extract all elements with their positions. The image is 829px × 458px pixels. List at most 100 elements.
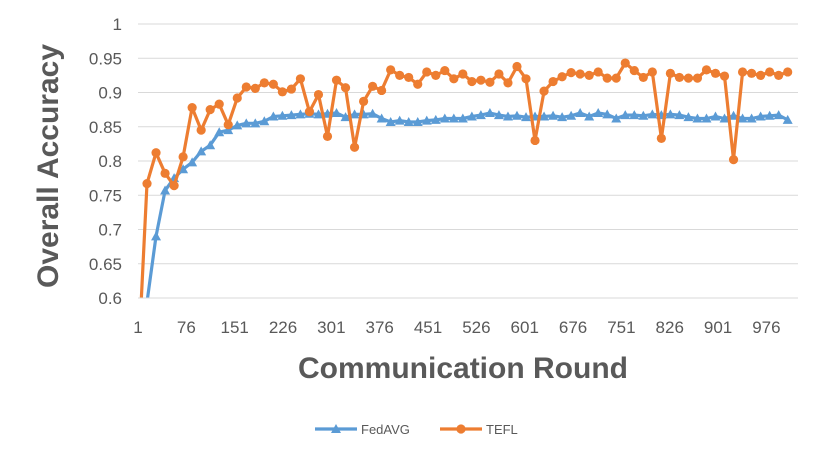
data-point [250,118,261,128]
y-tick-label: 0.9 [98,84,122,103]
data-point [377,85,387,96]
data-point [449,74,459,84]
data-point [403,116,414,126]
data-point [620,58,630,68]
data-point [493,110,504,120]
data-point [151,148,161,158]
data-point [160,185,171,195]
data-point [457,113,468,123]
data-point [268,79,278,89]
data-point [368,81,378,91]
legend-item-tefl: TEFL [440,422,518,437]
data-point [521,112,532,122]
data-point [458,69,468,79]
data-point [665,68,675,78]
data-point [728,155,739,165]
legend-marker [331,424,341,433]
data-point [683,112,694,122]
data-point [340,112,351,122]
y-tick-label: 0.65 [89,255,122,274]
x-tick-label: 601 [511,318,539,337]
data-point [665,109,676,119]
x-tick-label: 976 [752,318,780,337]
data-point [178,152,188,162]
y-tick-label: 0.95 [89,49,122,68]
data-point [719,71,730,81]
data-point [404,72,414,83]
data-point [557,112,568,122]
data-point [431,70,441,80]
data-point [187,157,198,167]
data-point [331,108,342,118]
data-point [205,140,216,150]
x-tick-labels: 1 76 151 226 301 376 451 526 601 676 751 826 901 976 [133,318,780,337]
data-point [638,110,649,120]
data-point [214,127,225,137]
data-point [160,168,170,178]
data-point [629,65,639,76]
data-point [151,231,162,241]
x-tick-label: 226 [269,318,297,337]
data-point [502,111,513,121]
data-point [205,105,215,115]
data-point [765,67,775,77]
data-point [539,111,550,121]
data-point [611,113,622,123]
data-point [133,362,142,371]
data-point [656,133,666,143]
data-point [475,110,486,120]
x-tick-label: 301 [317,318,345,337]
data-point [521,74,531,84]
legend-label: TEFL [486,422,518,437]
data-point [169,181,179,191]
data-point [548,110,559,120]
data-point [692,73,703,83]
data-point [232,120,243,130]
x-tick-label: 826 [656,318,684,337]
data-point [701,65,712,75]
data-point [241,82,251,92]
data-point [232,93,242,103]
y-tick-label: 0.8 [98,152,122,171]
data-point [539,86,549,96]
data-point [566,110,577,120]
data-point [593,67,603,77]
data-point [395,70,405,80]
data-point [530,135,540,146]
data-point [737,113,748,123]
data-point [674,72,685,83]
data-point [593,108,604,118]
data-point [394,115,405,125]
data-point [710,68,721,78]
data-point [367,108,378,118]
data-point [448,113,459,123]
data-point [494,69,504,79]
data-point [422,67,432,77]
data-point [250,83,260,93]
data-point [647,67,657,77]
x-tick-label: 76 [177,318,196,337]
data-point [187,102,197,113]
data-point [773,110,784,120]
data-point [701,113,712,123]
data-point [196,125,206,135]
legend-item-fedavg: FedAVG [315,422,410,437]
data-point [755,111,766,121]
data-point [548,76,558,87]
data-point [223,125,234,135]
data-point [277,110,288,120]
data-point [557,72,567,82]
x-tick-label: 451 [414,318,442,337]
data-point [286,110,297,120]
y-axis-title: Overall Accuracy [32,44,65,288]
data-point [349,109,360,119]
x-tick-label: 901 [704,318,732,337]
data-point [756,70,766,80]
data-point [142,179,152,189]
y-tick-label: 1 [113,15,122,34]
data-point [178,164,189,174]
data-point [484,108,495,118]
y-tick-label: 0.85 [89,118,122,137]
data-point [196,146,207,156]
